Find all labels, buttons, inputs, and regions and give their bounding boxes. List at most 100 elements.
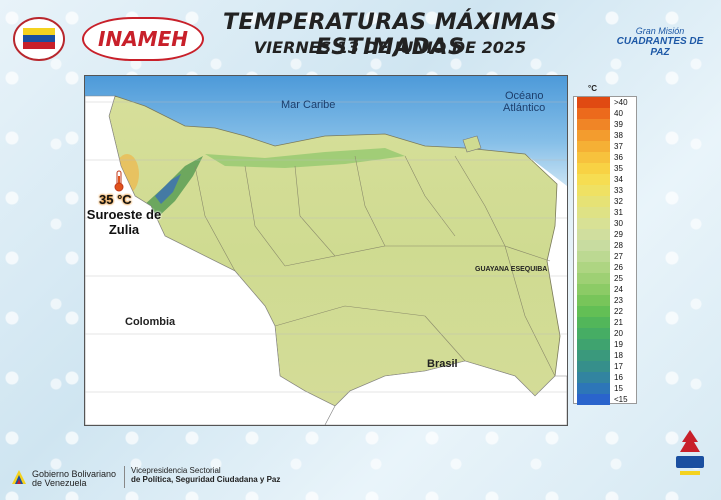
legend-swatch xyxy=(577,328,610,339)
legend-row: 26 xyxy=(574,262,636,273)
legend-label: 28 xyxy=(614,241,623,250)
brazil-area xyxy=(324,360,567,425)
legend-row: 21 xyxy=(574,317,636,328)
legend-label: 37 xyxy=(614,142,623,151)
footer-vp-line2: de Política, Seguridad Ciudadana y Paz xyxy=(131,475,281,484)
state-boundaries xyxy=(194,155,556,377)
andes-region-blue xyxy=(155,174,181,204)
legend-row: 22 xyxy=(574,306,636,317)
legend-swatch xyxy=(577,306,610,317)
label-brasil: Brasil xyxy=(427,358,458,370)
legend-label: 40 xyxy=(614,109,623,118)
legend-row: 17 xyxy=(574,361,636,372)
footer-vicepresidencia: Vicepresidencia Sectorial de Política, S… xyxy=(124,466,411,488)
legend-row: 28 xyxy=(574,240,636,251)
legend-row: 35 xyxy=(574,163,636,174)
legend-swatch xyxy=(577,317,610,328)
legend-row: 36 xyxy=(574,152,636,163)
temperature-map: Mar Caribe Océano Atlántico Colombia Bra… xyxy=(84,75,568,426)
venezuela-flag-icon xyxy=(12,470,26,484)
legend-label: 36 xyxy=(614,153,623,162)
legend-swatch xyxy=(577,207,610,218)
legend-swatch xyxy=(577,295,610,306)
legend-row: 25 xyxy=(574,273,636,284)
legend-row: 30 xyxy=(574,218,636,229)
legend-swatch xyxy=(577,251,610,262)
legend-label: 25 xyxy=(614,274,623,283)
highlight-place-line1: Suroeste de xyxy=(86,207,162,222)
legend-row: 16 xyxy=(574,372,636,383)
legend-swatch xyxy=(577,229,610,240)
legend-swatch xyxy=(577,361,610,372)
legend-row: >40 xyxy=(574,97,636,108)
legend-swatch xyxy=(577,350,610,361)
caribbean-sea xyxy=(85,76,567,186)
legend-row: 19 xyxy=(574,339,636,350)
gran-mision-logo: Gran Misión CUADRANTES DE PAZ xyxy=(606,26,714,66)
venezuela-coat-of-arms-logo xyxy=(13,17,65,61)
legend-swatch xyxy=(577,218,610,229)
footer-gobierno: Gobierno Bolivariano de Venezuela xyxy=(10,466,120,488)
legend-label: 38 xyxy=(614,131,623,140)
legend-row: 29 xyxy=(574,229,636,240)
legend-label: 35 xyxy=(614,164,623,173)
coastal-range xyxy=(205,148,405,168)
trinidad-island xyxy=(462,135,482,153)
legend-row: 15 xyxy=(574,383,636,394)
legend-swatch xyxy=(577,152,610,163)
legend-swatch xyxy=(577,141,610,152)
thermometer-icon xyxy=(114,170,124,192)
legend-swatch xyxy=(577,394,610,405)
legend-swatch xyxy=(577,119,610,130)
legend-row: 31 xyxy=(574,207,636,218)
highlight-place-line2: Zulia xyxy=(108,222,140,237)
legend-swatch xyxy=(577,185,610,196)
footer-gov-line1: Gobierno Bolivariano xyxy=(32,469,117,479)
inameh-logo: INAMEH xyxy=(82,17,204,61)
legend-swatch xyxy=(577,339,610,350)
page-subtitle: VIERNES 13 DE JUNIO DE 2025 xyxy=(253,38,527,57)
legend-label: 21 xyxy=(614,318,623,327)
legend-row: 18 xyxy=(574,350,636,361)
legend-label: 34 xyxy=(614,175,623,184)
legend-row: 23 xyxy=(574,295,636,306)
gran-mision-line2: CUADRANTES DE PAZ xyxy=(616,36,704,58)
legend-label: >40 xyxy=(614,98,628,107)
legend-swatch xyxy=(577,196,610,207)
legend-label: <15 xyxy=(614,395,628,404)
footer-vp-line1: Vicepresidencia Sectorial xyxy=(131,466,221,475)
legend-row: 32 xyxy=(574,196,636,207)
legend-label: 18 xyxy=(614,351,623,360)
label-atlantico: Atlántico xyxy=(503,102,546,114)
legend-unit: °C xyxy=(588,84,597,93)
legend-row: 34 xyxy=(574,174,636,185)
inameh-logo-text: INAMEH xyxy=(98,27,188,51)
legend-row: <15 xyxy=(574,394,636,405)
legend-row: 20 xyxy=(574,328,636,339)
legend-label: 22 xyxy=(614,307,623,316)
legend-label: 39 xyxy=(614,120,623,129)
legend-row: 24 xyxy=(574,284,636,295)
legend-label: 17 xyxy=(614,362,623,371)
graticule xyxy=(85,101,567,393)
legend-row: 33 xyxy=(574,185,636,196)
label-colombia: Colombia xyxy=(125,316,176,328)
gran-mision-line1: Gran Misión xyxy=(635,26,685,36)
legend-label: 20 xyxy=(614,329,623,338)
legend-label: 32 xyxy=(614,197,623,206)
label-guayana-esequiba: GUAYANA ESEQUIBA xyxy=(475,266,548,273)
legend-label: 30 xyxy=(614,219,623,228)
legend-swatch xyxy=(577,262,610,273)
temperature-legend: >40 40 39 38 37 36 35 34 33 32 31 30 29 28 27 26 25 24 23 2… xyxy=(573,96,637,405)
footer-gov-line2: de Venezuela xyxy=(32,478,87,488)
legend-row: 38 xyxy=(574,130,636,141)
legend-label: 15 xyxy=(614,384,623,393)
page-title: TEMPERATURAS MÁXIMAS ESTIMADAS xyxy=(222,10,558,60)
legend-row: 27 xyxy=(574,251,636,262)
label-mar-caribe: Mar Caribe xyxy=(281,99,336,111)
legend-swatch xyxy=(577,174,610,185)
legend-label: 26 xyxy=(614,263,623,272)
legend-swatch xyxy=(577,97,610,108)
legend-label: 33 xyxy=(614,186,623,195)
legend-label: 16 xyxy=(614,373,623,382)
